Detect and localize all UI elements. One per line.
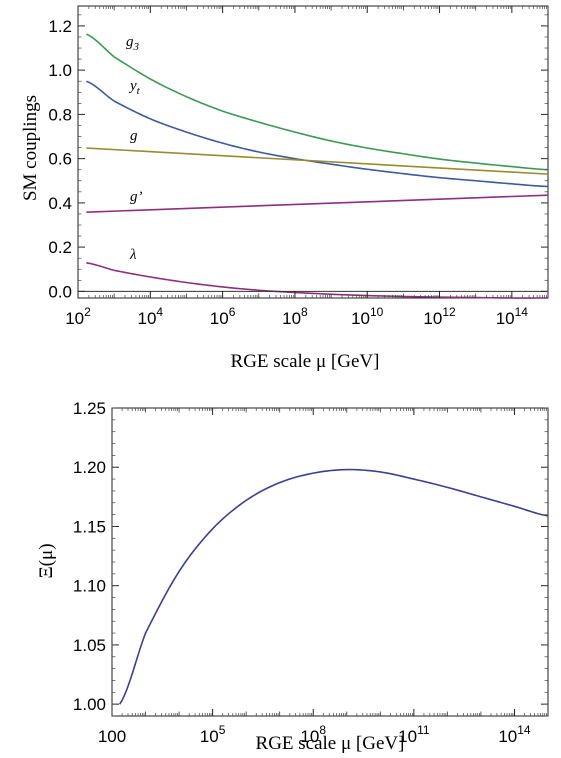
y-tick-label: 1.10 xyxy=(73,577,106,596)
x-tick-label: 108 xyxy=(282,305,308,328)
y-tick-label: 0.6 xyxy=(48,150,72,169)
series-line-1-0 xyxy=(119,468,549,705)
y-tick-label: 1.05 xyxy=(73,636,106,655)
x-tick-label: 104 xyxy=(138,305,164,328)
x-tick-label: 1014 xyxy=(498,723,531,746)
top-plot-frame xyxy=(77,5,549,299)
x-tick-label: 100 xyxy=(98,727,126,746)
series-label-3: g’ xyxy=(130,189,143,205)
y-tick-label: 1.25 xyxy=(73,399,106,418)
series-label-0: g3 xyxy=(126,34,140,53)
top-series-group xyxy=(78,33,549,299)
series-line-0-0 xyxy=(85,33,549,171)
top-chart: 102 104 106 108 1010 1012 1014 0.0 0.2 0.4 0.6 0.8 1… xyxy=(20,5,549,372)
y-tick-label: 1.0 xyxy=(48,61,72,80)
y-tick-label: 1.2 xyxy=(48,17,72,36)
y-tick-label: 0.0 xyxy=(48,282,72,301)
x-tick-label: 1012 xyxy=(423,305,456,328)
bottom-chart: 100 105 108 1011 1014 1.00 1.05 1.10 1.15 1.20 1.2… xyxy=(36,399,549,754)
x-tick-label: 1010 xyxy=(351,305,384,328)
top-y-axis-title: SM couplings xyxy=(20,95,41,201)
x-tick-label: 1011 xyxy=(398,723,430,746)
x-tick-label: 102 xyxy=(65,305,91,328)
bottom-series-group xyxy=(119,468,549,705)
x-tick-label: 105 xyxy=(200,723,226,746)
bottom-plot-frame xyxy=(111,407,549,717)
x-tick-label: 106 xyxy=(210,305,236,328)
top-ticks-group: 102 104 106 108 1010 1012 1014 0.0 0.2 0.4 0.6 0.8 1… xyxy=(48,6,549,328)
top-series-labels: g3 yt g g’ λ xyxy=(126,34,143,263)
series-line-0-3 xyxy=(86,194,549,213)
x-tick-label: 1014 xyxy=(496,305,529,328)
y-tick-label: 1.15 xyxy=(73,517,106,536)
bottom-y-axis-title: Ξ(μ) xyxy=(36,543,57,578)
y-tick-label: 0.4 xyxy=(48,194,72,213)
series-line-0-4 xyxy=(86,262,548,299)
y-tick-label: 1.20 xyxy=(73,458,106,477)
top-x-axis-title: RGE scale μ [GeV] xyxy=(231,351,380,372)
y-tick-label: 0.8 xyxy=(48,105,72,124)
x-tick-label: 108 xyxy=(300,723,326,746)
y-tick-label: 0.2 xyxy=(48,238,72,257)
bottom-ticks-group: 100 105 108 1011 1014 1.00 1.05 1.10 1.15 1.20 1.2… xyxy=(73,399,549,746)
y-tick-label: 1.00 xyxy=(73,695,106,714)
series-line-0-2 xyxy=(86,147,549,175)
series-label-4: λ xyxy=(129,247,137,263)
series-label-2: g xyxy=(130,128,138,144)
series-label-1: yt xyxy=(128,78,141,97)
bottom-x-axis-title: RGE scale μ [GeV] xyxy=(256,733,405,754)
